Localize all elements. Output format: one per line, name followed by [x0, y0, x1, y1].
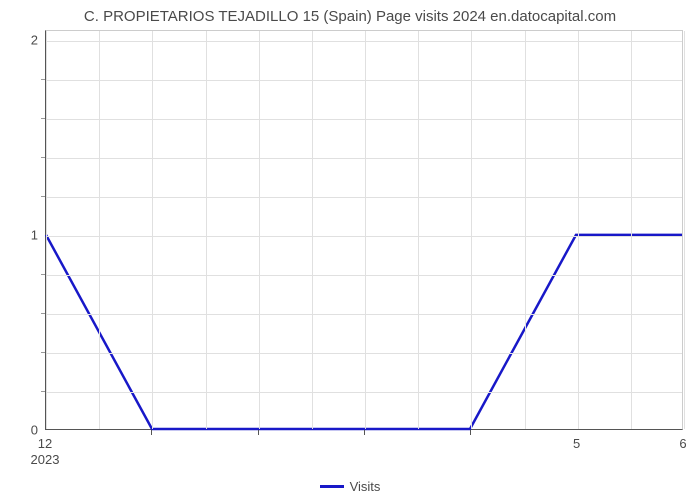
- gridline-horizontal-minor: [46, 314, 682, 315]
- y-axis-tick-label: 1: [0, 227, 38, 242]
- gridline-vertical: [578, 31, 579, 429]
- gridline-vertical: [46, 31, 47, 429]
- gridline-horizontal-minor: [46, 392, 682, 393]
- line-series-svg: [46, 31, 682, 429]
- x-axis-year-label: 2023: [31, 452, 60, 467]
- x-axis-tick-label: 6: [679, 436, 686, 451]
- gridline-horizontal-minor: [46, 119, 682, 120]
- x-axis-tick-label: 5: [573, 436, 580, 451]
- y-axis-tick-label: 2: [0, 32, 38, 47]
- y-axis-tick-label: 0: [0, 423, 38, 438]
- x-axis-minor-tick: [151, 430, 152, 435]
- gridline-vertical-minor: [631, 31, 632, 429]
- gridline-horizontal-minor: [46, 353, 682, 354]
- gridline-horizontal-minor: [46, 80, 682, 81]
- y-axis-minor-tick: [41, 313, 45, 314]
- x-axis-minor-tick: [258, 430, 259, 435]
- y-axis-minor-tick: [41, 196, 45, 197]
- y-axis-minor-tick: [41, 274, 45, 275]
- legend: Visits: [0, 478, 700, 494]
- gridline-horizontal: [46, 236, 682, 237]
- plot-area: [45, 30, 683, 430]
- gridline-vertical-minor: [99, 31, 100, 429]
- y-axis-minor-tick: [41, 352, 45, 353]
- gridline-vertical: [259, 31, 260, 429]
- y-axis-minor-tick: [41, 79, 45, 80]
- gridline-horizontal-minor: [46, 158, 682, 159]
- chart-title: C. PROPIETARIOS TEJADILLO 15 (Spain) Pag…: [0, 8, 700, 25]
- legend-label: Visits: [350, 479, 381, 494]
- gridline-vertical: [684, 31, 685, 429]
- y-axis-minor-tick: [41, 391, 45, 392]
- gridline-vertical: [152, 31, 153, 429]
- y-axis-minor-tick: [41, 157, 45, 158]
- gridline-vertical-minor: [312, 31, 313, 429]
- x-axis-minor-tick: [470, 430, 471, 435]
- gridline-vertical-minor: [206, 31, 207, 429]
- gridline-vertical: [471, 31, 472, 429]
- gridline-horizontal-minor: [46, 197, 682, 198]
- gridline-horizontal: [46, 41, 682, 42]
- gridline-horizontal-minor: [46, 275, 682, 276]
- gridline-vertical-minor: [418, 31, 419, 429]
- x-axis-tick-label: 12: [38, 436, 52, 451]
- gridline-vertical-minor: [525, 31, 526, 429]
- legend-swatch: [320, 485, 344, 488]
- x-axis-minor-tick: [364, 430, 365, 435]
- gridline-vertical: [365, 31, 366, 429]
- y-axis-minor-tick: [41, 118, 45, 119]
